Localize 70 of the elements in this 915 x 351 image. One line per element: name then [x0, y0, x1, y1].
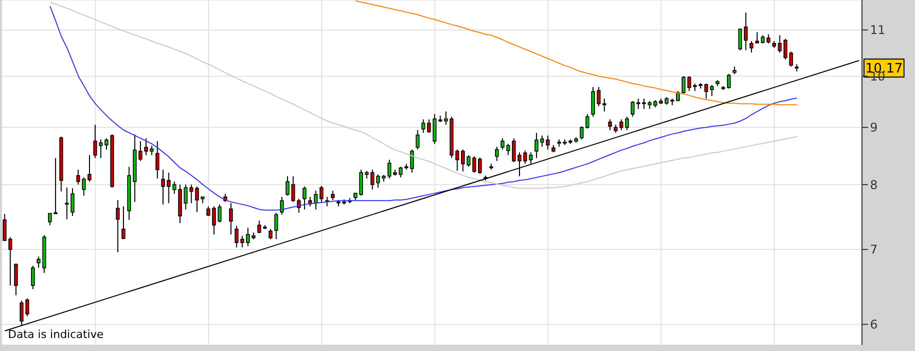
candlestick	[31, 265, 35, 290]
candlestick	[602, 98, 606, 112]
candlestick	[744, 12, 748, 51]
candlestick	[580, 126, 584, 140]
candlestick	[268, 228, 272, 240]
candlestick	[76, 169, 80, 186]
candlestick	[625, 116, 629, 131]
candlestick	[229, 202, 233, 235]
candlestick	[619, 118, 624, 131]
y-tick-label: 8	[870, 178, 878, 192]
candlestick	[302, 186, 306, 210]
candlestick	[116, 200, 120, 253]
candlestick	[608, 118, 612, 131]
candlestick	[738, 28, 742, 51]
y-tick-label: 9	[870, 120, 878, 135]
candlestick	[20, 300, 24, 326]
y-tick-label: 11	[870, 23, 886, 38]
candlestick	[472, 156, 476, 174]
candlestick	[291, 176, 296, 202]
candlestick	[704, 83, 708, 100]
candlestick	[687, 76, 692, 92]
candlestick	[36, 256, 40, 268]
candlestick	[416, 130, 420, 150]
candlestick	[98, 138, 103, 159]
candlestick	[274, 212, 278, 240]
candlestick	[506, 143, 510, 156]
candlestick	[280, 196, 284, 216]
annotation: Data is indicative	[8, 328, 104, 341]
candlestick	[421, 118, 426, 134]
candlestick	[726, 73, 731, 90]
candlestick	[585, 114, 590, 129]
candlestick	[122, 206, 126, 240]
candlestick	[206, 206, 210, 216]
candlestick	[234, 225, 239, 248]
candlestick	[591, 86, 595, 118]
candlestick	[166, 172, 171, 204]
line-series	[355, 0, 798, 106]
candlestick	[14, 263, 18, 296]
candlestick	[778, 34, 782, 54]
candlestick	[398, 166, 403, 178]
candlestick	[478, 156, 482, 174]
candlestick	[710, 84, 714, 97]
candlestick	[257, 220, 262, 234]
candlestick	[320, 185, 324, 202]
candlestick	[82, 176, 86, 196]
candlestick	[240, 235, 244, 248]
candlestick	[518, 152, 522, 177]
candlestick	[330, 190, 335, 201]
candlestick	[494, 146, 499, 162]
candlestick	[500, 138, 504, 150]
candlestick	[161, 169, 165, 205]
candlestick	[93, 124, 98, 159]
candlestick	[630, 100, 635, 118]
candlestick	[184, 184, 188, 210]
candlestick	[512, 138, 516, 163]
y-tick-label: 7	[870, 242, 878, 257]
candlestick	[195, 186, 199, 213]
candlestick	[546, 135, 550, 150]
candlestick	[596, 86, 601, 107]
candlestick	[523, 150, 528, 164]
candlestick	[25, 298, 30, 317]
candlestick	[8, 236, 12, 286]
candlestick	[88, 154, 92, 182]
candlestick	[155, 140, 160, 180]
y-tick-label: 6	[870, 318, 878, 332]
candlestick	[2, 214, 7, 242]
candlestick	[410, 148, 414, 174]
candlestick	[455, 148, 460, 172]
candlestick	[286, 176, 290, 196]
candlestick	[150, 145, 154, 156]
